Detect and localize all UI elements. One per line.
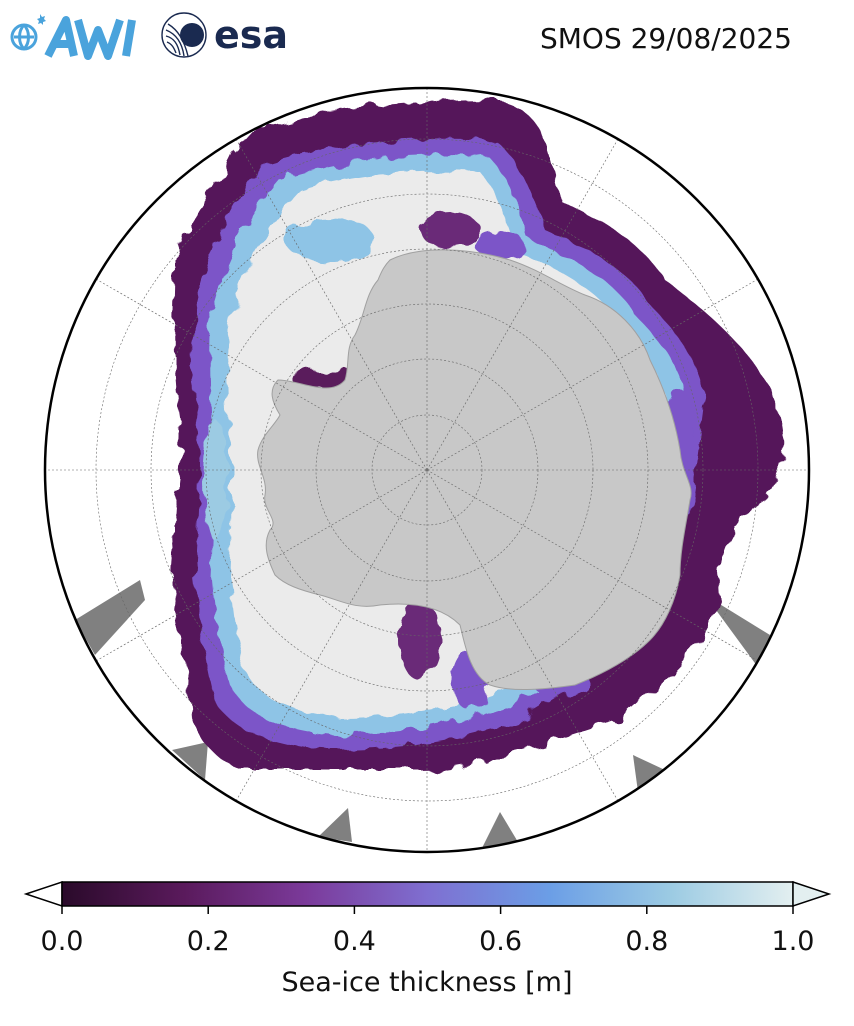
polar-map <box>43 86 811 854</box>
svg-text:esa: esa <box>214 13 288 57</box>
antarctica <box>257 249 692 690</box>
map-outline <box>43 86 811 854</box>
colorbar-tick-label: 0.4 <box>333 926 376 957</box>
graticule <box>45 88 809 852</box>
page-title: SMOS 29/08/2025 <box>539 22 792 55</box>
colorbar-tick-label: 0.6 <box>479 926 522 957</box>
colorbar-tick-label: 1.0 <box>772 926 815 957</box>
awi-logo <box>10 14 136 60</box>
colorbar-tick-label: 0.2 <box>187 926 230 957</box>
colorbar-label: Sea-ice thickness [m] <box>281 967 572 998</box>
colorbar-tick-label: 0.8 <box>625 926 668 957</box>
colorbar: 0.0 0.2 0.4 0.6 0.8 1.0 Sea-ice thickness [m] <box>23 880 832 998</box>
esa-logo: esa <box>161 12 288 58</box>
colorbar-tick-label: 0.0 <box>41 926 84 957</box>
colorbar-ramp <box>61 881 794 907</box>
colorbar-extend-max <box>792 880 832 908</box>
missing-data-wedges <box>75 580 770 848</box>
colorbar-ticks: 0.0 0.2 0.4 0.6 0.8 1.0 <box>41 906 815 957</box>
colorbar-extend-min <box>23 880 63 908</box>
